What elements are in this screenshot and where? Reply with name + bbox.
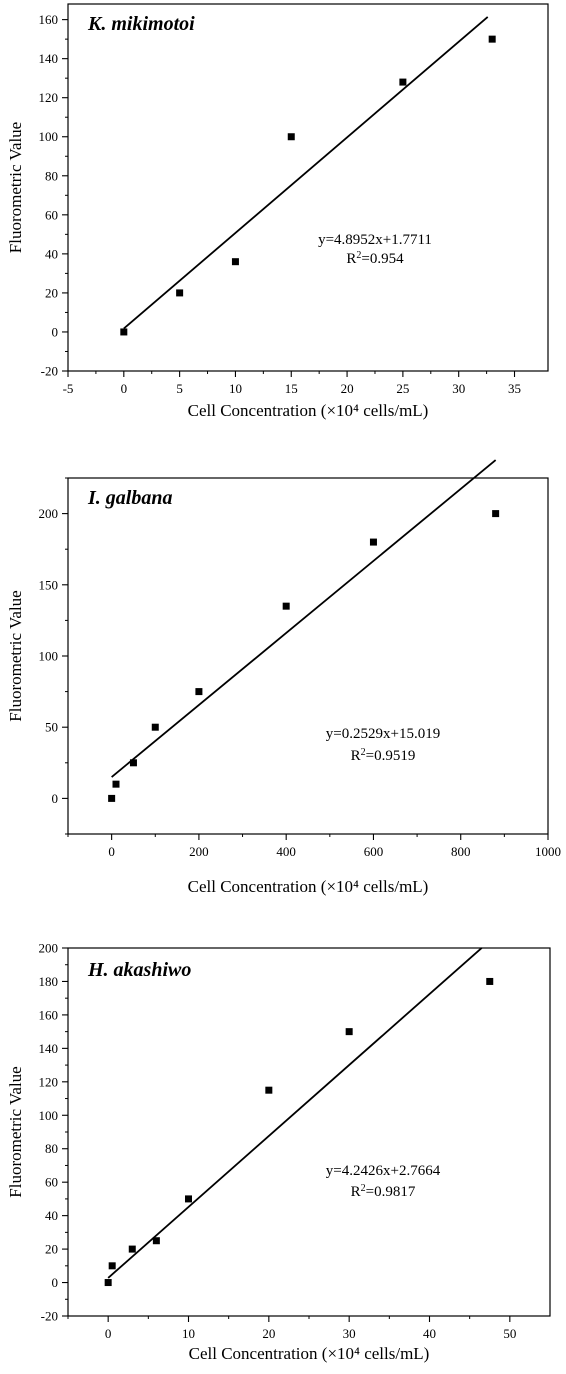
chart-title: K. mikimotoi (87, 13, 195, 35)
data-point (176, 289, 184, 297)
x-tick-label: 40 (423, 1326, 436, 1341)
x-tick-label: 400 (276, 844, 296, 859)
data-point (231, 258, 239, 266)
plot-frame (67, 947, 551, 1317)
y-tick-label: -20 (41, 364, 58, 379)
y-axis-label: Fluorometric Value (6, 590, 25, 721)
y-tick-label: 40 (45, 246, 58, 261)
fit-equation: y=4.2426x+2.7664 (326, 1163, 441, 1179)
y-tick-label: 0 (52, 324, 59, 339)
y-tick-label: 80 (45, 1141, 58, 1156)
x-tick-label: 50 (503, 1326, 516, 1341)
x-tick-label: 25 (396, 381, 409, 396)
x-axis-label: Cell Concentration (×10⁴ cells/mL) (188, 401, 429, 420)
chart-panel-3: 0 10 20 30 40 50 -20 0 20 40 60 80 100 120 140 160 180 20… (6, 941, 551, 1363)
y-tick-label: 150 (39, 577, 59, 592)
x-tick-label: 0 (121, 381, 128, 396)
data-point (265, 1086, 273, 1094)
y-tick-label: -20 (41, 1309, 58, 1324)
regression-line (111, 459, 497, 778)
x-tick-label: 200 (189, 844, 209, 859)
x-tick-label: 35 (508, 381, 521, 396)
x-tick-label: -5 (63, 381, 74, 396)
fit-equation: y=0.2529x+15.019 (326, 726, 440, 742)
data-point (120, 328, 128, 336)
x-tick-label: 0 (108, 844, 115, 859)
y-tick-label: 40 (45, 1208, 58, 1223)
r-squared-label: R2=0.9817 (351, 1183, 416, 1201)
y-tick-label: 0 (52, 791, 59, 806)
x-tick-label: 0 (105, 1326, 112, 1341)
y-tick-label: 160 (39, 1007, 59, 1022)
x-tick-label: 10 (182, 1326, 195, 1341)
x-tick-label: 10 (229, 381, 242, 396)
data-point (486, 977, 494, 985)
data-point (492, 510, 500, 518)
x-tick-label: 5 (176, 381, 183, 396)
y-tick-label: 160 (39, 12, 59, 27)
data-point (108, 1262, 116, 1270)
data-point (128, 1245, 136, 1253)
y-tick-label: 20 (45, 285, 58, 300)
data-point (399, 78, 407, 86)
data-point (345, 1028, 353, 1036)
y-tick-label: 60 (45, 207, 58, 222)
x-tick-label: 20 (341, 381, 354, 396)
chart-title: I. galbana (87, 487, 172, 509)
chart-panel-1: -5 0 5 10 15 20 25 30 35 -20 0 20 40 60 80 100 120 140 160… (6, 3, 549, 420)
y-axis-label: Fluorometric Value (6, 122, 25, 253)
y-tick-label: 120 (39, 90, 59, 105)
y-tick-label: 60 (45, 1175, 58, 1190)
regression-line (123, 16, 489, 330)
y-tick-label: 0 (52, 1275, 59, 1290)
y-tick-label: 100 (39, 649, 59, 664)
x-tick-label: 20 (262, 1326, 275, 1341)
y-tick-label: 200 (39, 506, 59, 521)
y-tick-label: 50 (45, 720, 58, 735)
y-tick-label: 140 (39, 51, 59, 66)
x-tick-label: 30 (343, 1326, 356, 1341)
y-tick-label: 100 (39, 129, 59, 144)
y-tick-label: 140 (39, 1041, 59, 1056)
data-point (112, 780, 120, 788)
data-point (129, 759, 137, 767)
y-tick-label: 120 (39, 1074, 59, 1089)
x-tick-label: 1000 (535, 844, 561, 859)
y-tick-label: 180 (39, 974, 59, 989)
data-point (104, 1279, 112, 1287)
data-point (108, 794, 116, 802)
y-tick-label: 20 (45, 1242, 58, 1257)
data-point (282, 602, 290, 610)
data-point (369, 538, 377, 546)
x-tick-label: 800 (451, 844, 471, 859)
x-tick-label: 600 (364, 844, 384, 859)
data-point (185, 1195, 192, 1203)
data-point (152, 1237, 160, 1245)
data-point (151, 723, 159, 731)
r-squared-label: R2=0.9519 (351, 747, 416, 765)
regression-line (107, 947, 483, 1279)
plot-frame (67, 3, 549, 372)
r-squared-label: R2=0.954 (346, 250, 404, 268)
plot-frame (67, 477, 549, 835)
y-axis-label: Fluorometric Value (6, 1066, 25, 1197)
x-tick-label: 15 (285, 381, 298, 396)
data-point (488, 35, 496, 43)
fit-equation: y=4.8952x+1.7711 (318, 232, 432, 248)
x-tick-label: 30 (452, 381, 465, 396)
chart-panel-2: 0 200 400 600 800 1000 0 50 100 150 200 I. galbana y… (6, 459, 561, 896)
y-tick-label: 100 (39, 1108, 59, 1123)
data-point (195, 688, 203, 696)
y-tick-label: 200 (39, 941, 59, 956)
x-axis-label: Cell Concentration (×10⁴ cells/mL) (189, 1344, 430, 1363)
x-axis-label: Cell Concentration (×10⁴ cells/mL) (188, 877, 429, 896)
chart-title: H. akashiwo (87, 959, 191, 981)
y-tick-label: 80 (45, 168, 58, 183)
data-point (287, 133, 295, 141)
